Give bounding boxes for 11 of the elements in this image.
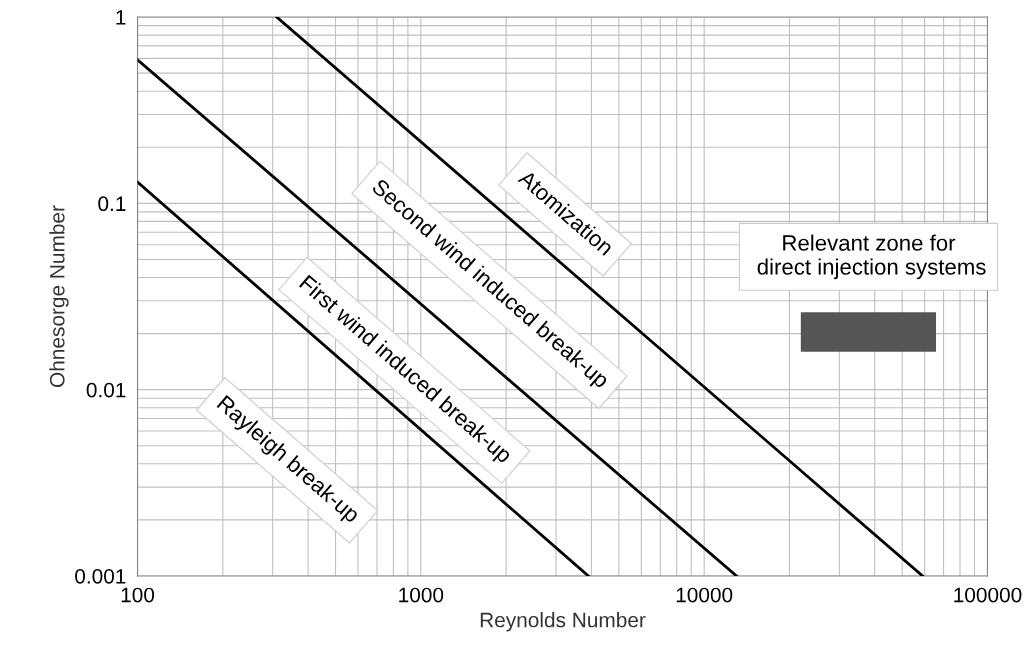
- y-axis-title: Ohnesorge Number: [49, 205, 69, 387]
- y-tick-label: 1: [116, 10, 126, 25]
- x-tick-label: 100: [121, 587, 155, 603]
- y-tick-label: 0.001: [75, 568, 126, 584]
- x-axis-title: Reynolds Number: [480, 612, 646, 632]
- x-tick-label: 1000: [399, 587, 444, 603]
- y-tick-label: 0.1: [98, 196, 126, 212]
- y-tick-label: 0.01: [86, 382, 126, 398]
- x-tick-label: 100000: [954, 587, 1022, 603]
- x-tick-label: 10000: [676, 587, 733, 603]
- annotation: Relevant zone for direct injection systems: [757, 234, 986, 280]
